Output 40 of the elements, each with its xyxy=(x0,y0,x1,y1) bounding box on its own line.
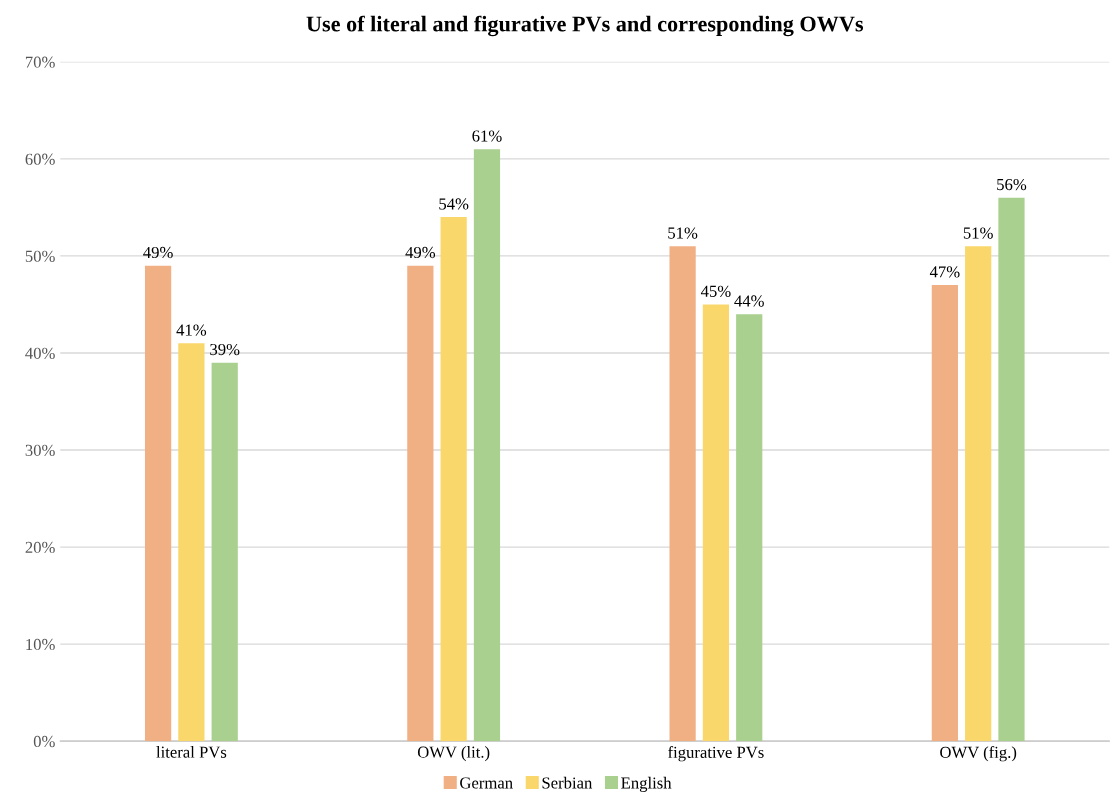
bar xyxy=(144,265,172,742)
x-tick-label: figurative PVs xyxy=(668,746,764,762)
legend-label: German xyxy=(460,777,513,789)
data-label: 45% xyxy=(700,285,731,297)
bar xyxy=(178,343,205,742)
data-label: 39% xyxy=(210,343,240,356)
bar xyxy=(736,314,763,742)
data-label: 51% xyxy=(668,227,698,239)
data-label: 56% xyxy=(997,178,1027,191)
y-tick-label: 60% xyxy=(25,153,55,165)
bar xyxy=(965,246,992,742)
data-label: 51% xyxy=(963,227,993,239)
y-tick-label: 20% xyxy=(25,541,55,554)
y-tick-label: 70% xyxy=(25,56,55,68)
y-tick-label: 50% xyxy=(25,250,55,262)
data-label: 49% xyxy=(143,246,173,259)
data-label: 41% xyxy=(176,324,207,336)
bar xyxy=(473,149,501,742)
bar xyxy=(931,285,958,742)
bar xyxy=(440,217,467,742)
y-tick-label: 10% xyxy=(26,638,55,651)
x-tick-label: OWV (lit.) xyxy=(417,746,490,762)
data-label: 54% xyxy=(439,198,469,210)
bar xyxy=(669,246,696,742)
data-label: 47% xyxy=(929,266,960,278)
y-tick-label: 40% xyxy=(25,347,55,359)
data-label: 44% xyxy=(734,295,764,307)
bar xyxy=(998,197,1025,742)
x-tick-label: OWV (fig.) xyxy=(940,746,1017,762)
bar xyxy=(407,265,434,742)
data-label: 61% xyxy=(472,130,502,142)
y-tick-label: 30% xyxy=(25,444,55,457)
bar xyxy=(702,304,730,742)
legend-label: English xyxy=(621,776,672,793)
chart-title: Use of literal and figurative PVs and corresponding OWVs xyxy=(306,15,864,37)
y-tick-label: 0% xyxy=(33,735,55,748)
bar xyxy=(211,362,238,742)
data-label: 49% xyxy=(405,246,436,259)
legend-label: Serbian xyxy=(542,776,593,789)
x-tick-label: literal PVs xyxy=(156,746,227,758)
